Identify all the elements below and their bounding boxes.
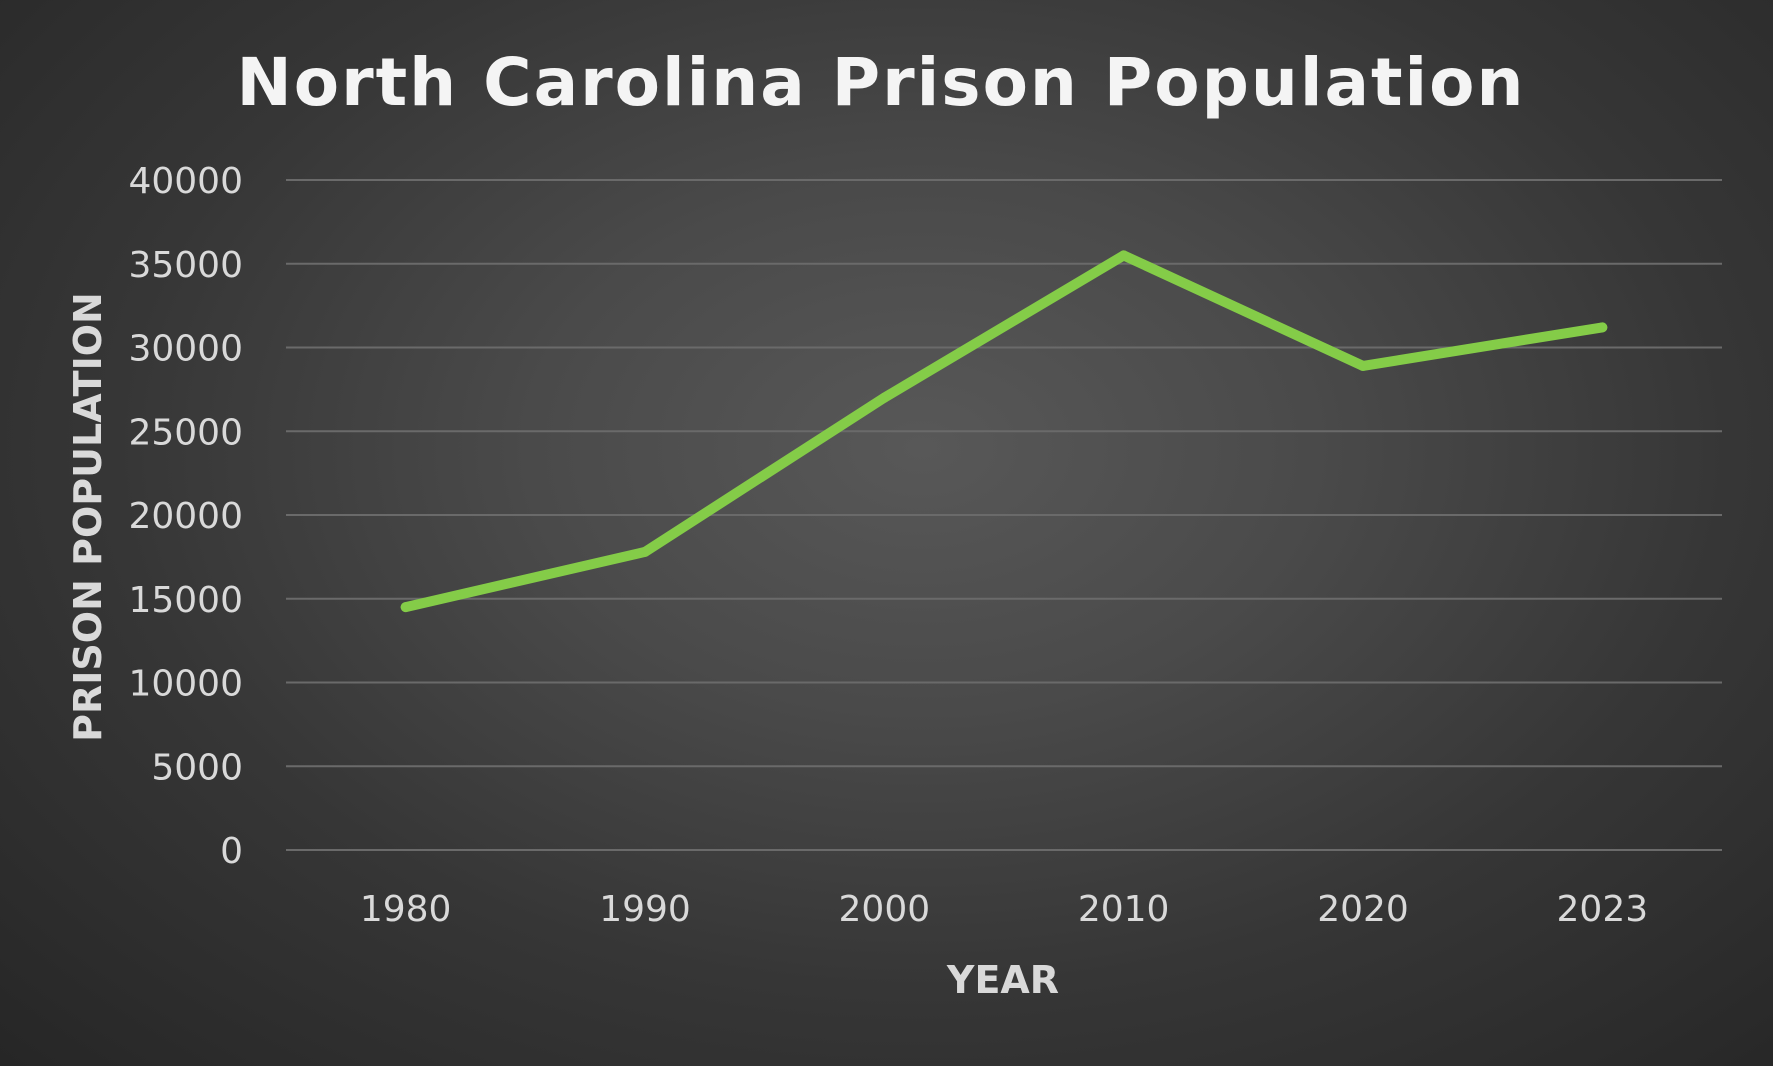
x-axis-ticks: 1980 1990 2000 2010 2020 2023 xyxy=(360,889,1648,930)
x-tick-label: 2010 xyxy=(1078,889,1170,930)
y-tick-label: 30000 xyxy=(128,329,243,370)
x-tick-label: 1980 xyxy=(360,889,452,930)
x-tick-label: 2020 xyxy=(1317,889,1409,930)
data-point xyxy=(1358,360,1368,371)
data-point xyxy=(1118,250,1129,261)
y-axis-ticks: 0 5000 10000 15000 20000 25000 30000 35000 40000 xyxy=(128,161,243,872)
y-tick-label: 20000 xyxy=(128,496,243,537)
y-tick-label: 5000 xyxy=(151,747,243,788)
series-line xyxy=(400,250,1608,613)
y-axis-title: PRISON POPULATION xyxy=(66,292,110,742)
y-tick-label: 15000 xyxy=(128,580,243,621)
series-layer xyxy=(400,250,1608,613)
y-tick-label: 25000 xyxy=(128,412,243,453)
x-tick-label: 2000 xyxy=(839,889,931,930)
x-tick-label: 1990 xyxy=(599,889,691,930)
data-point xyxy=(400,602,411,613)
chart-title: North Carolina Prison Population xyxy=(237,44,1526,121)
y-tick-label: 35000 xyxy=(128,245,243,286)
x-axis-title: YEAR xyxy=(946,958,1059,1002)
y-tick-label: 10000 xyxy=(128,664,243,705)
data-point xyxy=(879,392,890,403)
data-point xyxy=(1597,322,1608,333)
y-tick-label: 40000 xyxy=(128,161,243,202)
y-tick-label: 0 xyxy=(220,831,243,872)
data-point xyxy=(640,546,650,557)
gridlines xyxy=(286,179,1722,851)
x-tick-label: 2023 xyxy=(1557,889,1649,930)
